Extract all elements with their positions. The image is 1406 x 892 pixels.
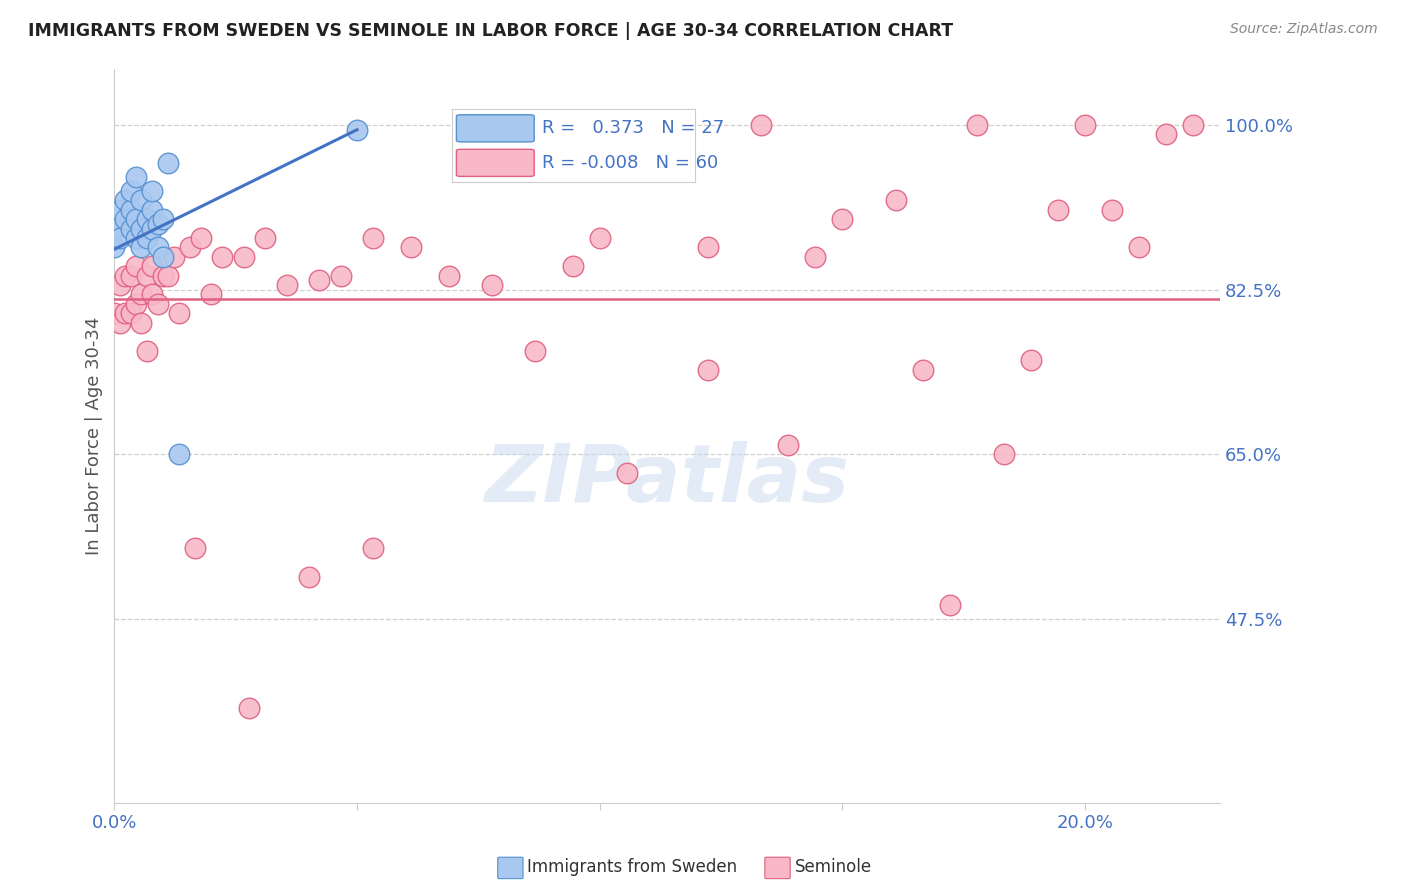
Point [778,438,800,452]
Point [146,217,169,231]
Point [966,118,988,132]
Point [108,231,131,245]
Point [297,570,319,584]
Point [152,250,174,264]
Point [167,306,190,320]
Point [141,259,163,273]
Point [804,250,827,264]
Point [831,212,853,227]
Point [184,541,207,556]
Point [167,447,190,461]
Point [589,231,612,245]
Point [135,343,157,358]
Point [696,240,718,254]
Point [1019,353,1042,368]
Point [125,297,148,311]
Point [125,231,148,245]
Point [643,118,665,132]
Point [437,268,460,283]
Point [114,268,136,283]
Point [141,287,163,301]
Point [108,277,131,292]
Point [146,240,169,254]
Point [361,541,384,556]
Point [211,250,233,264]
Point [200,287,222,301]
Point [135,231,157,245]
Point [108,316,131,330]
Point [120,184,142,198]
Point [254,231,277,245]
Point [114,306,136,320]
Point [561,259,583,273]
Point [993,447,1015,461]
Point [131,316,153,330]
Point [131,240,153,254]
Text: IMMIGRANTS FROM SWEDEN VS SEMINOLE IN LABOR FORCE | AGE 30-34 CORRELATION CHART: IMMIGRANTS FROM SWEDEN VS SEMINOLE IN LA… [28,22,953,40]
Point [103,306,125,320]
Text: Seminole: Seminole [794,858,872,876]
Point [884,194,907,208]
Point [346,122,368,136]
Point [135,268,157,283]
Point [912,362,935,376]
Text: Source: ZipAtlas.com: Source: ZipAtlas.com [1230,22,1378,37]
Point [114,212,136,227]
Point [329,268,352,283]
Point [1046,202,1069,217]
Point [276,277,298,292]
Point [141,221,163,235]
Point [125,169,148,184]
Point [190,231,212,245]
Point [1074,118,1097,132]
Point [120,268,142,283]
Point [481,277,503,292]
Point [103,240,125,254]
Point [152,268,174,283]
Point [238,701,260,715]
Point [1154,128,1177,142]
Point [616,466,638,480]
Text: Immigrants from Sweden: Immigrants from Sweden [527,858,737,876]
Point [120,221,142,235]
Point [146,297,169,311]
Point [1101,202,1123,217]
Point [179,240,201,254]
Point [131,221,153,235]
Point [232,250,254,264]
Point [141,184,163,198]
Point [135,212,157,227]
Point [120,306,142,320]
Point [696,362,718,376]
Point [361,231,384,245]
Point [308,273,330,287]
Point [141,202,163,217]
Text: ZIPatlas: ZIPatlas [485,441,849,518]
Point [939,598,962,612]
Point [157,155,180,169]
Point [103,221,125,235]
Point [120,202,142,217]
Point [399,240,422,254]
Point [523,343,546,358]
Point [108,202,131,217]
Point [125,259,148,273]
Point [163,250,186,264]
Point [125,212,148,227]
Point [751,118,773,132]
Point [131,194,153,208]
Point [157,268,180,283]
Point [114,194,136,208]
Y-axis label: In Labor Force | Age 30-34: In Labor Force | Age 30-34 [86,317,103,555]
Point [1181,118,1204,132]
Point [1128,240,1150,254]
Point [131,287,153,301]
Point [152,212,174,227]
